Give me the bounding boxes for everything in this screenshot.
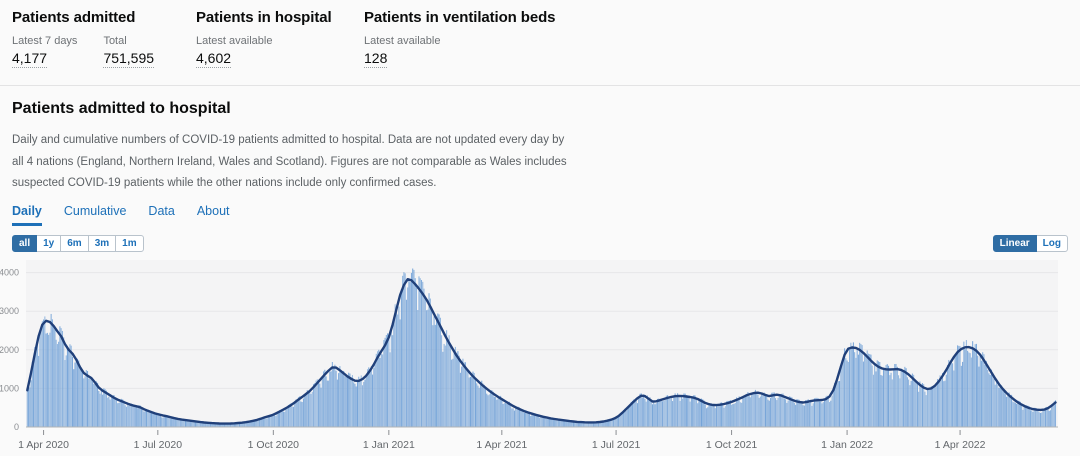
- svg-text:1 Jul 2020: 1 Jul 2020: [134, 439, 183, 451]
- stat-card-patients-in-ventilation-beds: Patients in ventilation beds Latest avai…: [364, 9, 556, 68]
- svg-text:1000: 1000: [0, 383, 19, 393]
- admissions-chart-svg[interactable]: 0 1000 2000 3000 4000 1 Apr 2020 1 Jul 2020 1 O…: [0, 259, 1068, 456]
- svg-text:1 Oct 2021: 1 Oct 2021: [706, 439, 758, 451]
- metric-label: Total: [103, 35, 127, 47]
- scale-button-linear[interactable]: Linear: [992, 234, 1037, 252]
- metric-total: Total 751,595: [103, 35, 155, 68]
- svg-text:1 Jul 2021: 1 Jul 2021: [592, 439, 641, 451]
- section-divider: [0, 85, 1080, 86]
- svg-text:1 Apr 2021: 1 Apr 2021: [476, 439, 527, 451]
- range-button-3m[interactable]: 3m: [87, 234, 117, 252]
- page-title: Patients admitted to hospital: [12, 100, 231, 117]
- metric-label: Latest 7 days: [12, 35, 78, 47]
- headline-stats: Patients admitted Latest 7 days 4,177 To…: [0, 0, 1080, 68]
- metric-label: Latest available: [196, 35, 273, 47]
- stat-card-title: Patients admitted: [12, 9, 136, 26]
- svg-text:1 Apr 2020: 1 Apr 2020: [18, 439, 69, 451]
- svg-text:1 Jan 2022: 1 Jan 2022: [821, 439, 873, 451]
- stat-card-title: Patients in hospital: [196, 9, 332, 26]
- svg-text:2000: 2000: [0, 344, 19, 354]
- stat-card-title: Patients in ventilation beds: [364, 9, 556, 26]
- svg-text:4000: 4000: [0, 267, 19, 277]
- svg-text:1 Oct 2020: 1 Oct 2020: [248, 439, 300, 451]
- range-button-group: all 1y 6m 3m 1m: [12, 234, 144, 252]
- chart-controls: all 1y 6m 3m 1m Linear Log: [12, 234, 1068, 252]
- stat-card-patients-admitted: Patients admitted Latest 7 days 4,177 To…: [12, 9, 196, 68]
- svg-text:1 Jan 2021: 1 Jan 2021: [363, 439, 415, 451]
- range-button-1m[interactable]: 1m: [115, 234, 144, 252]
- range-button-6m[interactable]: 6m: [60, 234, 89, 252]
- tab-data[interactable]: Data: [148, 203, 175, 218]
- admissions-chart[interactable]: 0 1000 2000 3000 4000 1 Apr 2020 1 Jul 2020 1 O…: [0, 259, 1068, 456]
- svg-text:0: 0: [14, 422, 19, 432]
- metric-value: 4,177: [12, 50, 48, 68]
- range-button-all[interactable]: all: [12, 234, 38, 252]
- svg-text:1 Apr 2022: 1 Apr 2022: [935, 439, 986, 451]
- metric-latest-7-days: Latest 7 days 4,177: [12, 35, 77, 68]
- tab-daily[interactable]: Daily: [12, 204, 42, 226]
- stat-card-patients-in-hospital: Patients in hospital Latest available 4,…: [196, 9, 364, 68]
- range-button-1y[interactable]: 1y: [36, 234, 62, 252]
- tab-about[interactable]: About: [196, 203, 230, 218]
- metric-latest-available: Latest available 4,602: [196, 35, 272, 68]
- scale-button-group: Linear Log: [992, 234, 1068, 252]
- metric-label: Latest available: [364, 35, 441, 47]
- metric-value: 4,602: [196, 50, 232, 68]
- metric-value: 751,595: [103, 50, 155, 68]
- metric-value: 128: [364, 50, 388, 68]
- tab-cumulative[interactable]: Cumulative: [63, 203, 127, 218]
- metric-latest-available: Latest available 128: [364, 35, 440, 68]
- svg-text:3000: 3000: [0, 306, 19, 316]
- scale-button-log[interactable]: Log: [1035, 234, 1068, 252]
- admissions-section: Patients admitted to hospital Daily and …: [0, 100, 1080, 252]
- section-description: Daily and cumulative numbers of COVID-19…: [12, 134, 567, 189]
- chart-tabs: Daily Cumulative Data About: [12, 204, 1068, 226]
